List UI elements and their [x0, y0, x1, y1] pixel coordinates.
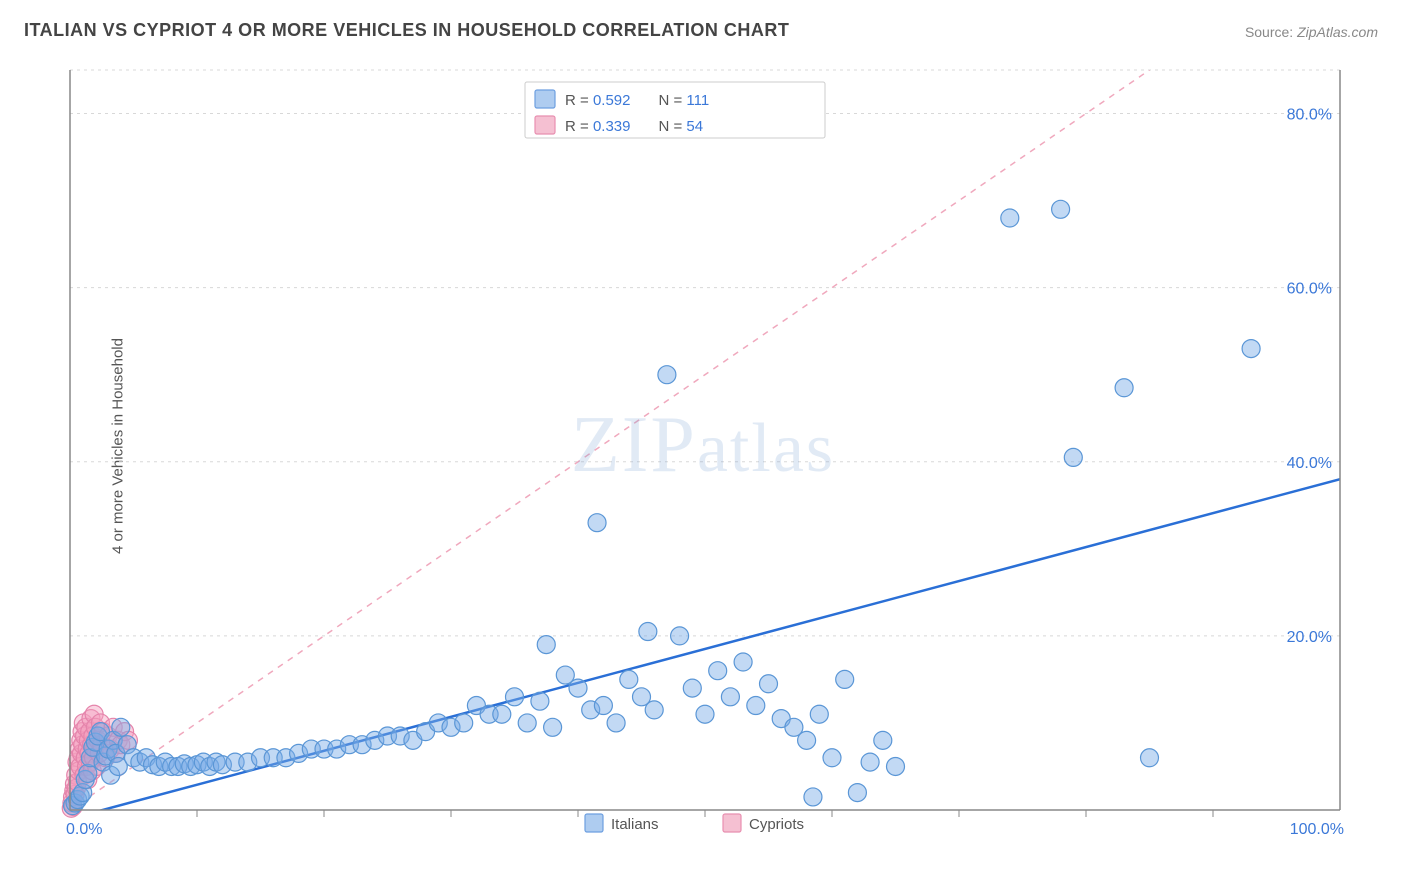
- svg-text:100.0%: 100.0%: [1290, 821, 1344, 838]
- source-prefix: Source:: [1245, 24, 1297, 40]
- svg-text:Cypriots: Cypriots: [749, 816, 804, 833]
- chart-area: 20.0%40.0%60.0%80.0%0.0%100.0%R = 0.592N…: [50, 60, 1370, 840]
- svg-text:40.0%: 40.0%: [1287, 455, 1332, 472]
- scatter-chart-svg: 20.0%40.0%60.0%80.0%0.0%100.0%R = 0.592N…: [50, 60, 1370, 840]
- svg-text:60.0%: 60.0%: [1287, 281, 1332, 298]
- chart-title: ITALIAN VS CYPRIOT 4 OR MORE VEHICLES IN…: [24, 20, 789, 41]
- svg-text:Italians: Italians: [611, 816, 659, 833]
- svg-text:20.0%: 20.0%: [1287, 629, 1332, 646]
- svg-text:80.0%: 80.0%: [1287, 107, 1332, 124]
- svg-text:0.0%: 0.0%: [66, 821, 102, 838]
- source-name: ZipAtlas.com: [1297, 24, 1378, 40]
- source-attribution: Source: ZipAtlas.com: [1245, 24, 1378, 40]
